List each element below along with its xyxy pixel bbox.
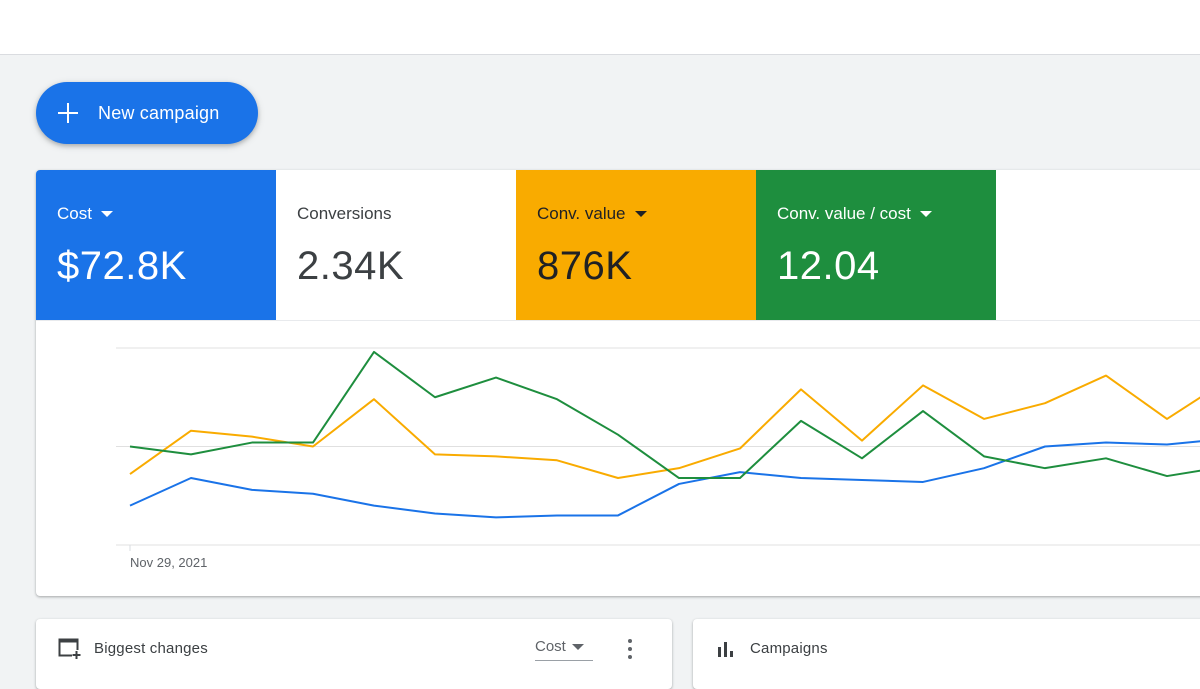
metric-dropdown-value: Cost (535, 638, 566, 655)
divider (36, 320, 1200, 321)
more-vert-icon[interactable] (624, 637, 636, 661)
scorecard-value: 12.04 (777, 244, 880, 288)
series-line-2 (129, 350, 1200, 480)
scorecards: Cost $72.8K Conversions 2.34K Conv. valu… (36, 170, 996, 320)
new-campaign-button[interactable]: New campaign (36, 82, 258, 144)
scorecard-conv-value-per-cost[interactable]: Conv. value / cost 12.04 (756, 170, 996, 320)
scorecard-label: Conv. value (537, 204, 626, 223)
plus-icon (56, 101, 80, 125)
scorecard-label: Conversions (297, 204, 392, 223)
scorecard-value: 2.34K (297, 244, 405, 288)
performance-card: Cost $72.8K Conversions 2.34K Conv. valu… (36, 170, 1200, 596)
new-campaign-label: New campaign (98, 102, 220, 123)
x-axis-tick-label: Nov 29, 2021 (130, 555, 207, 570)
series-line-1 (129, 374, 1200, 480)
metric-dropdown[interactable]: Cost (535, 638, 593, 661)
scorecard-conv-value[interactable]: Conv. value 876K (516, 170, 756, 320)
biggest-changes-panel: Biggest changes Cost (36, 619, 672, 689)
scorecard-conversions[interactable]: Conversions 2.34K (276, 170, 516, 320)
dropdown-caret-icon[interactable] (100, 211, 113, 217)
scorecard-label: Cost (57, 204, 92, 223)
dropdown-caret-icon[interactable] (919, 211, 932, 217)
panel-title: Biggest changes (94, 640, 208, 657)
top-bar (0, 0, 1200, 55)
campaigns-panel: Campaigns (693, 619, 1200, 689)
scorecard-value: 876K (537, 244, 633, 288)
scorecard-label: Conv. value / cost (777, 204, 911, 223)
dropdown-caret-icon[interactable] (634, 211, 647, 217)
chart-add-icon (58, 638, 82, 660)
panel-title: Campaigns (750, 640, 828, 657)
performance-line-chart: Nov 29, 2021 (36, 321, 1200, 596)
series-line-0 (129, 440, 1200, 519)
scorecard-cost[interactable]: Cost $72.8K (36, 170, 276, 320)
chevron-down-icon (571, 644, 584, 650)
scorecard-value: $72.8K (57, 244, 187, 288)
bar-chart-icon (718, 642, 733, 657)
chart-svg: Nov 29, 2021 (116, 347, 1200, 570)
